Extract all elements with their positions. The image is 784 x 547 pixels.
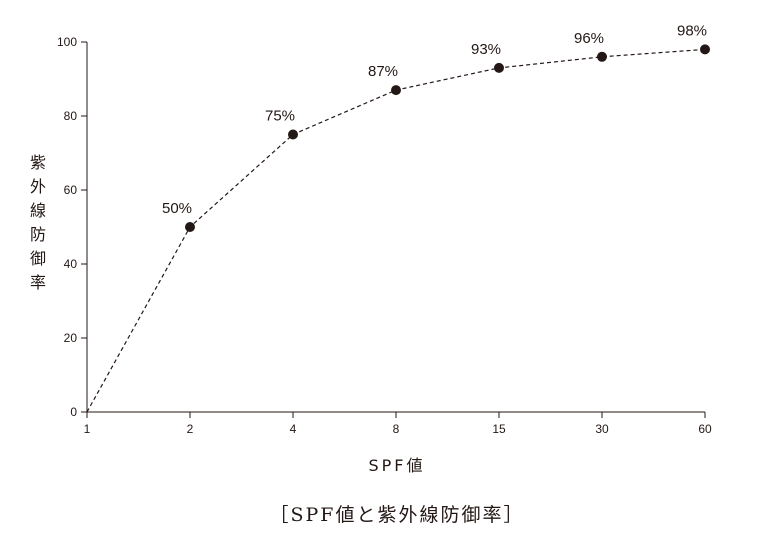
y-tick-label: 20 <box>64 331 78 345</box>
y-tick-label: 100 <box>57 35 77 49</box>
data-label: 93% <box>471 41 501 58</box>
x-tick-label: 8 <box>393 422 400 436</box>
y-tick-label: 40 <box>64 257 78 271</box>
series <box>86 44 710 413</box>
y-tick-label: 0 <box>70 405 77 419</box>
y-axis-title-char: 外 <box>30 177 46 196</box>
data-label: 87% <box>368 63 398 80</box>
y-axis-title: 紫外線防御率 <box>30 153 46 292</box>
data-label: 50% <box>162 200 192 217</box>
y-tick-label: 60 <box>64 183 78 197</box>
y-axis-title-char: 率 <box>30 273 46 292</box>
data-point <box>185 222 195 232</box>
y-axis-title-char: 線 <box>30 201 46 220</box>
data-point <box>288 129 298 140</box>
x-tick-label: 4 <box>290 422 297 436</box>
x-axis-title: SPF値 <box>368 456 425 475</box>
y-axis-title-char: 紫 <box>30 153 46 172</box>
series-line <box>86 48 706 413</box>
data-label: 75% <box>265 108 295 125</box>
axes: 0 20 40 60 80 100 1 2 4 8 15 30 60 <box>57 35 712 436</box>
data-point <box>597 51 607 62</box>
data-point <box>700 44 710 55</box>
data-label: 96% <box>574 30 604 47</box>
data-label: 98% <box>677 22 707 39</box>
chart-caption: ［SPF値と紫外線防御率］ <box>270 504 525 526</box>
x-tick-label: 30 <box>595 422 609 436</box>
y-axis-title-char: 御 <box>30 249 46 268</box>
x-tick-label: 15 <box>492 422 506 436</box>
data-point <box>494 62 504 73</box>
data-point <box>391 85 401 96</box>
x-tick-label: 60 <box>698 422 712 436</box>
x-tick-label: 1 <box>84 422 91 436</box>
y-tick-label: 80 <box>64 109 78 123</box>
y-axis-title-char: 防 <box>30 225 46 244</box>
data-labels: 50% 75% 87% 93% 96% 98% <box>162 22 707 217</box>
x-tick-label: 2 <box>187 422 194 436</box>
